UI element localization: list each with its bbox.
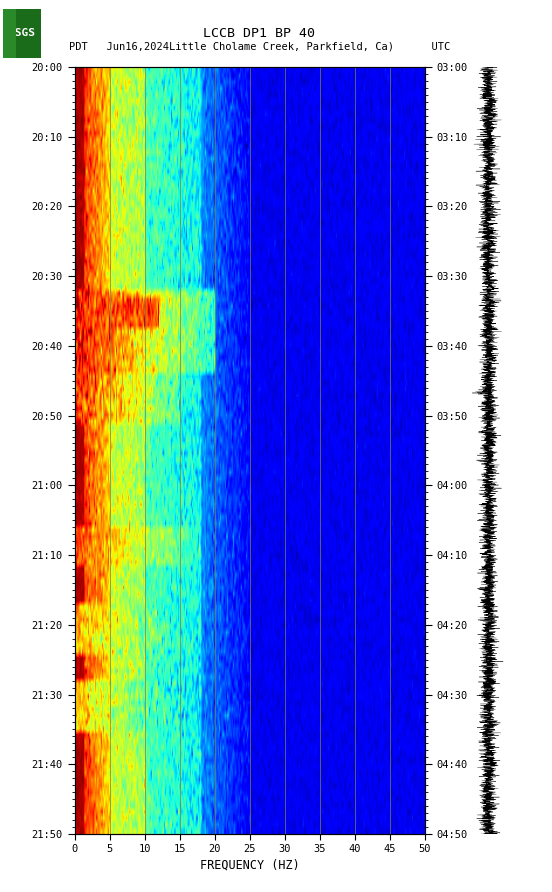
X-axis label: FREQUENCY (HZ): FREQUENCY (HZ) [200,859,300,871]
Text: PDT   Jun16,2024Little Cholame Creek, Parkfield, Ca)      UTC: PDT Jun16,2024Little Cholame Creek, Park… [69,41,450,52]
FancyBboxPatch shape [3,9,41,58]
Text: LCCB DP1 BP 40: LCCB DP1 BP 40 [204,27,315,39]
FancyBboxPatch shape [3,9,17,58]
Text: USGS: USGS [9,29,35,38]
